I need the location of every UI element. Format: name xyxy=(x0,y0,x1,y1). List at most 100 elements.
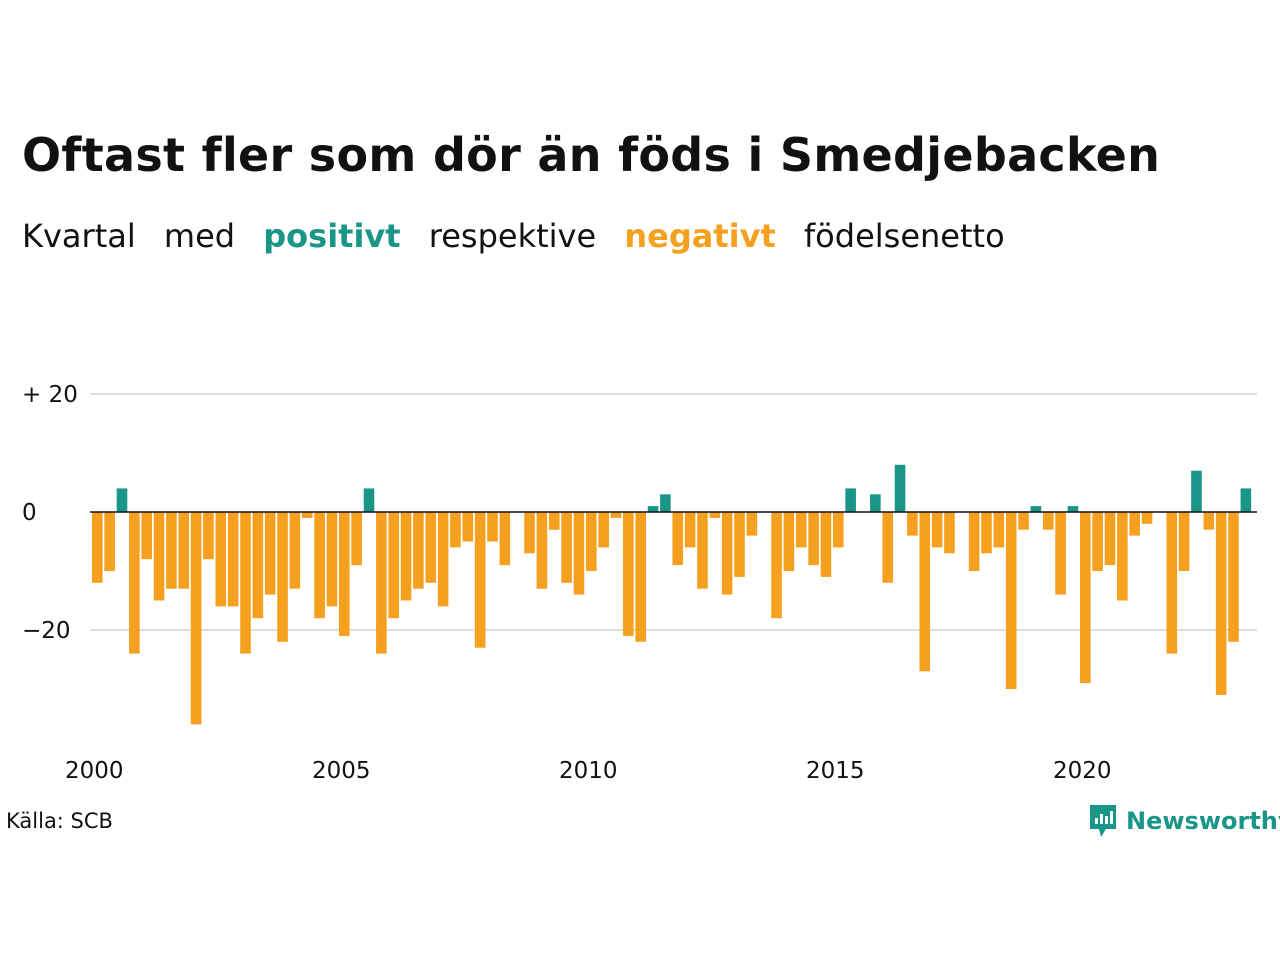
x-tick-label: 2010 xyxy=(559,758,618,784)
bar-negative xyxy=(981,512,992,554)
bar-positive xyxy=(116,488,128,512)
bar-negative xyxy=(993,512,1005,548)
bar-negative xyxy=(610,512,622,518)
legend-positive: positivt xyxy=(263,217,401,255)
bar-negative xyxy=(450,512,461,548)
bar-negative xyxy=(697,512,708,589)
bar-negative xyxy=(227,512,239,607)
bar-negative xyxy=(586,512,597,571)
bar-negative xyxy=(623,512,634,636)
bar-negative xyxy=(474,512,486,648)
bar-negative xyxy=(709,512,721,518)
bar-negative xyxy=(499,512,511,566)
subtitle-word-med: med xyxy=(163,217,236,255)
bar-negative xyxy=(326,512,338,607)
bar-negative xyxy=(301,512,313,518)
bar-negative xyxy=(907,512,918,536)
bar-negative xyxy=(573,512,585,595)
bar-negative xyxy=(1092,512,1103,571)
bar-negative xyxy=(548,512,560,530)
bar-negative xyxy=(783,512,795,571)
bar-negative xyxy=(1104,512,1116,566)
bar-positive xyxy=(363,488,375,512)
bar-negative xyxy=(734,512,745,577)
bar-positive xyxy=(870,494,881,512)
bar-negative xyxy=(437,512,449,607)
x-tick-label: 2020 xyxy=(1053,758,1112,784)
bar-positive xyxy=(647,506,659,512)
bar-negative xyxy=(1129,512,1140,536)
bar-negative xyxy=(882,512,893,583)
bar-negative xyxy=(721,512,733,595)
bar-negative xyxy=(277,512,288,642)
y-tick-label: + 20 xyxy=(22,382,78,408)
bar-negative xyxy=(462,512,474,542)
bar-negative xyxy=(264,512,276,595)
bar-negative xyxy=(771,512,782,619)
bar-negative xyxy=(833,512,844,548)
bar-negative xyxy=(919,512,931,672)
bar-negative xyxy=(1055,512,1066,595)
bar-positive xyxy=(1067,506,1079,512)
bar-negative xyxy=(339,512,350,636)
subtitle-word-fodelsenetto: födelsenetto xyxy=(803,217,1005,255)
bar-negative xyxy=(252,512,264,619)
bar-negative xyxy=(1141,512,1153,524)
y-tick-label: 0 xyxy=(22,500,37,526)
bar-negative xyxy=(1203,512,1215,530)
bar-negative xyxy=(561,512,572,583)
bar-negative xyxy=(1215,512,1227,695)
source-label: Källa: SCB xyxy=(6,809,113,833)
bar-positive xyxy=(660,494,671,512)
bar-negative xyxy=(524,512,535,554)
bar-negative xyxy=(1117,512,1128,601)
bar-negative xyxy=(635,512,646,642)
bar-positive xyxy=(1191,470,1202,512)
bar-negative xyxy=(388,512,399,619)
bar-negative xyxy=(746,512,758,536)
bar-negative xyxy=(1166,512,1178,654)
subtitle-word-kvartal: Kvartal xyxy=(22,217,136,255)
bar-negative xyxy=(684,512,696,548)
bar-negative xyxy=(92,512,103,583)
bar-negative xyxy=(1042,512,1054,530)
bar-negative xyxy=(1228,512,1239,642)
bar-negative xyxy=(314,512,325,619)
bar-negative xyxy=(536,512,548,589)
bar-negative xyxy=(215,512,227,607)
bar-negative xyxy=(808,512,819,566)
bar-negative xyxy=(376,512,387,654)
chart-title: Oftast fler som dör än föds i Smedjeback… xyxy=(22,128,1161,182)
bar-negative xyxy=(289,512,301,589)
bar-negative xyxy=(795,512,807,548)
bar-negative xyxy=(141,512,152,560)
bar-negative xyxy=(968,512,980,571)
bar-negative xyxy=(1178,512,1190,571)
bar-negative xyxy=(425,512,437,583)
bar-negative xyxy=(203,512,214,560)
bar-positive xyxy=(1030,506,1042,512)
bar-negative xyxy=(820,512,832,577)
chart-subtitle: Kvartal med positivt respektive negativt… xyxy=(22,217,1023,255)
bar-negative xyxy=(400,512,412,601)
bar-negative xyxy=(1080,512,1091,684)
x-tick-label: 2000 xyxy=(65,758,124,784)
bar-negative xyxy=(190,512,202,725)
y-tick-label: −20 xyxy=(22,618,71,644)
x-tick-label: 2015 xyxy=(806,758,865,784)
bar-negative xyxy=(413,512,424,589)
subtitle-word-respektive: respektive xyxy=(428,217,597,255)
bar-negative xyxy=(931,512,943,548)
legend-negative: negativt xyxy=(624,217,776,255)
brand-logo: Newsworthy xyxy=(1088,803,1280,839)
bar-negative xyxy=(166,512,177,589)
bar-negative xyxy=(1005,512,1017,689)
bar-positive xyxy=(894,464,906,512)
bar-negative xyxy=(1018,512,1029,530)
bar-chart: + 20 0 −20 2000 2005 2010 2015 2020 xyxy=(22,382,1257,784)
newsworthy-logo-icon xyxy=(1090,805,1116,837)
bar-negative xyxy=(153,512,165,601)
bar-negative xyxy=(598,512,609,548)
bar-positive xyxy=(1240,488,1252,512)
bar-positive xyxy=(845,488,856,512)
